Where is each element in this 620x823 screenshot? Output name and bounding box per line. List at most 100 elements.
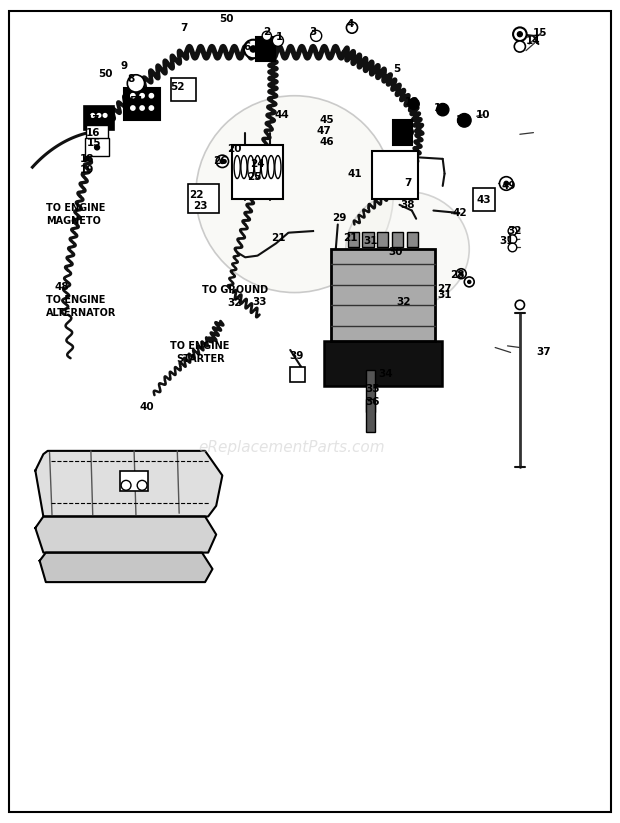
Text: eReplacementParts.com: eReplacementParts.com <box>198 440 385 455</box>
Bar <box>124 87 160 120</box>
Text: 19: 19 <box>79 165 94 174</box>
Text: TO ENGINE
ALTERNATOR: TO ENGINE ALTERNATOR <box>46 295 116 319</box>
Text: 42: 42 <box>452 208 467 218</box>
Text: 51: 51 <box>129 96 143 106</box>
Ellipse shape <box>149 106 154 110</box>
Text: 45: 45 <box>320 115 335 125</box>
Text: 25: 25 <box>247 172 262 182</box>
Ellipse shape <box>272 35 283 46</box>
Text: 50: 50 <box>401 128 415 137</box>
Ellipse shape <box>346 192 469 306</box>
Polygon shape <box>40 552 213 582</box>
Bar <box>392 120 412 145</box>
Text: 3: 3 <box>309 26 317 37</box>
Ellipse shape <box>508 226 516 235</box>
Text: 47: 47 <box>316 126 331 136</box>
Text: TO ENGINE
STARTER: TO ENGINE STARTER <box>170 341 230 364</box>
Ellipse shape <box>456 269 466 279</box>
Text: 15: 15 <box>533 27 547 38</box>
Ellipse shape <box>459 272 463 275</box>
Text: 5: 5 <box>393 63 400 73</box>
Text: 21: 21 <box>343 233 357 243</box>
Text: 30: 30 <box>388 248 402 258</box>
Polygon shape <box>35 451 223 517</box>
Ellipse shape <box>517 32 522 37</box>
Text: 33: 33 <box>252 296 267 307</box>
Text: 4: 4 <box>347 20 354 30</box>
Bar <box>188 184 219 212</box>
Text: 22: 22 <box>189 190 204 200</box>
Text: 44: 44 <box>275 109 290 119</box>
Text: 7: 7 <box>404 179 411 188</box>
Ellipse shape <box>515 300 525 309</box>
Ellipse shape <box>347 22 358 33</box>
Text: 34: 34 <box>378 369 392 379</box>
Text: 31: 31 <box>437 290 452 300</box>
Ellipse shape <box>250 46 256 52</box>
Ellipse shape <box>241 156 247 179</box>
Text: 15: 15 <box>87 138 101 148</box>
Text: 6: 6 <box>244 41 250 52</box>
Ellipse shape <box>275 156 281 179</box>
Text: 36: 36 <box>366 397 380 407</box>
Ellipse shape <box>84 156 89 161</box>
Ellipse shape <box>244 40 262 58</box>
Ellipse shape <box>436 104 449 116</box>
Text: 43: 43 <box>477 195 492 205</box>
Bar <box>232 146 283 198</box>
Text: 7: 7 <box>180 24 187 34</box>
Ellipse shape <box>508 235 516 244</box>
Text: 32: 32 <box>228 298 242 309</box>
Ellipse shape <box>254 156 260 179</box>
Ellipse shape <box>261 156 267 179</box>
Bar <box>407 232 418 247</box>
Text: 23: 23 <box>193 202 207 212</box>
Ellipse shape <box>247 156 254 179</box>
Text: 13: 13 <box>456 114 471 124</box>
Ellipse shape <box>137 481 147 491</box>
Bar <box>86 125 108 140</box>
Text: 1: 1 <box>275 31 283 42</box>
Text: 32: 32 <box>508 226 522 236</box>
Ellipse shape <box>234 156 241 179</box>
Bar <box>366 399 376 432</box>
Ellipse shape <box>515 41 525 52</box>
Text: 35: 35 <box>366 384 380 393</box>
Ellipse shape <box>127 75 144 92</box>
Bar <box>366 370 376 412</box>
Bar <box>473 188 495 212</box>
Text: 50: 50 <box>98 68 112 78</box>
Text: 28: 28 <box>450 270 464 281</box>
Ellipse shape <box>216 156 229 168</box>
Ellipse shape <box>140 94 144 98</box>
Ellipse shape <box>513 27 526 41</box>
Bar <box>392 232 403 247</box>
Ellipse shape <box>131 94 135 98</box>
Bar <box>324 342 442 387</box>
Ellipse shape <box>121 481 131 491</box>
Text: 8: 8 <box>127 74 135 84</box>
Ellipse shape <box>91 114 95 117</box>
Bar <box>120 471 148 491</box>
Bar <box>331 249 435 341</box>
Ellipse shape <box>500 177 513 190</box>
Ellipse shape <box>504 181 508 186</box>
Bar <box>170 78 197 101</box>
Text: 32: 32 <box>397 296 411 307</box>
Text: 52: 52 <box>170 81 185 91</box>
Text: 10: 10 <box>476 109 490 119</box>
Text: 11: 11 <box>433 103 448 113</box>
Text: 2: 2 <box>263 26 270 37</box>
Ellipse shape <box>131 106 135 110</box>
Text: 14: 14 <box>526 35 541 46</box>
Bar <box>255 37 275 61</box>
Bar <box>84 105 113 130</box>
Ellipse shape <box>149 94 154 98</box>
Ellipse shape <box>311 30 322 41</box>
Text: 46: 46 <box>320 137 335 147</box>
Text: 20: 20 <box>228 144 242 154</box>
Text: 12: 12 <box>405 97 419 107</box>
Text: 31: 31 <box>363 236 378 246</box>
Ellipse shape <box>458 114 471 127</box>
Text: TO GROUND: TO GROUND <box>202 285 268 295</box>
